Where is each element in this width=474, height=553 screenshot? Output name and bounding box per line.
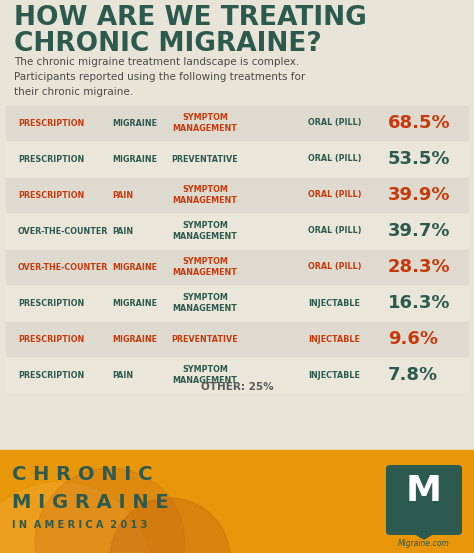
Bar	[6, 250, 468, 284]
Text: SYMPTOM
MANAGEMENT: SYMPTOM MANAGEMENT	[173, 113, 237, 133]
Text: PRESCRIPTION: PRESCRIPTION	[18, 154, 84, 164]
Text: ORAL (PILL): ORAL (PILL)	[308, 118, 362, 128]
Text: MIGRAINE: MIGRAINE	[112, 154, 157, 164]
Text: ORAL (PILL): ORAL (PILL)	[308, 263, 362, 272]
Text: PAIN: PAIN	[112, 190, 133, 200]
Text: PRESCRIPTION: PRESCRIPTION	[18, 118, 84, 128]
Text: INJECTABLE: INJECTABLE	[308, 335, 360, 343]
Text: PRESCRIPTION: PRESCRIPTION	[18, 335, 84, 343]
Text: PAIN: PAIN	[112, 227, 133, 236]
Bar	[6, 286, 468, 320]
Text: OTHER: 25%: OTHER: 25%	[201, 382, 273, 392]
Text: 39.7%: 39.7%	[388, 222, 450, 240]
Text: 16.3%: 16.3%	[388, 294, 450, 312]
Text: 28.3%: 28.3%	[388, 258, 451, 276]
Text: SYMPTOM
MANAGEMENT: SYMPTOM MANAGEMENT	[173, 257, 237, 277]
Text: PAIN: PAIN	[112, 371, 133, 379]
Text: C H R O N I C: C H R O N I C	[12, 465, 153, 484]
Bar	[0, 450, 474, 553]
Text: 7.8%: 7.8%	[388, 366, 438, 384]
Text: PRESCRIPTION: PRESCRIPTION	[18, 190, 84, 200]
Text: M I G R A I N E: M I G R A I N E	[12, 493, 169, 512]
Bar	[6, 178, 468, 212]
Text: MIGRAINE: MIGRAINE	[112, 118, 157, 128]
Text: SYMPTOM
MANAGEMENT: SYMPTOM MANAGEMENT	[173, 293, 237, 313]
Text: Migraine.com: Migraine.com	[398, 539, 450, 547]
Bar	[6, 322, 468, 356]
Text: PREVENTATIVE: PREVENTATIVE	[172, 154, 238, 164]
Text: SYMPTOM
MANAGEMENT: SYMPTOM MANAGEMENT	[173, 185, 237, 205]
Bar	[6, 358, 468, 392]
Text: SYMPTOM
MANAGEMENT: SYMPTOM MANAGEMENT	[173, 221, 237, 241]
Text: INJECTABLE: INJECTABLE	[308, 299, 360, 307]
Text: INJECTABLE: INJECTABLE	[308, 371, 360, 379]
Text: OVER-THE-COUNTER: OVER-THE-COUNTER	[18, 227, 109, 236]
Text: PREVENTATIVE: PREVENTATIVE	[172, 335, 238, 343]
Bar	[6, 106, 468, 140]
Text: SYMPTOM
MANAGEMENT: SYMPTOM MANAGEMENT	[173, 365, 237, 385]
Text: HOW ARE WE TREATING: HOW ARE WE TREATING	[14, 5, 367, 31]
Text: I N  A M E R I C A  2 0 1 3: I N A M E R I C A 2 0 1 3	[12, 520, 147, 530]
Circle shape	[110, 498, 230, 553]
Text: ORAL (PILL): ORAL (PILL)	[308, 190, 362, 200]
Text: The chronic migraine treatment landscape is complex.
Participants reported using: The chronic migraine treatment landscape…	[14, 57, 305, 97]
Text: 9.6%: 9.6%	[388, 330, 438, 348]
Text: OVER-THE-COUNTER: OVER-THE-COUNTER	[18, 263, 109, 272]
Circle shape	[35, 468, 185, 553]
Text: 53.5%: 53.5%	[388, 150, 450, 168]
Text: MIGRAINE: MIGRAINE	[112, 335, 157, 343]
Text: PRESCRIPTION: PRESCRIPTION	[18, 299, 84, 307]
FancyBboxPatch shape	[386, 465, 462, 535]
Polygon shape	[410, 531, 438, 539]
Circle shape	[0, 483, 150, 553]
Text: PRESCRIPTION: PRESCRIPTION	[18, 371, 84, 379]
Text: M: M	[406, 474, 442, 508]
Text: ORAL (PILL): ORAL (PILL)	[308, 227, 362, 236]
Text: ORAL (PILL): ORAL (PILL)	[308, 154, 362, 164]
Text: MIGRAINE: MIGRAINE	[112, 299, 157, 307]
Text: CHRONIC MIGRAINE?: CHRONIC MIGRAINE?	[14, 31, 322, 57]
Text: 68.5%: 68.5%	[388, 114, 451, 132]
Text: 39.9%: 39.9%	[388, 186, 450, 204]
Bar	[6, 142, 468, 176]
Text: MIGRAINE: MIGRAINE	[112, 263, 157, 272]
Bar	[6, 214, 468, 248]
